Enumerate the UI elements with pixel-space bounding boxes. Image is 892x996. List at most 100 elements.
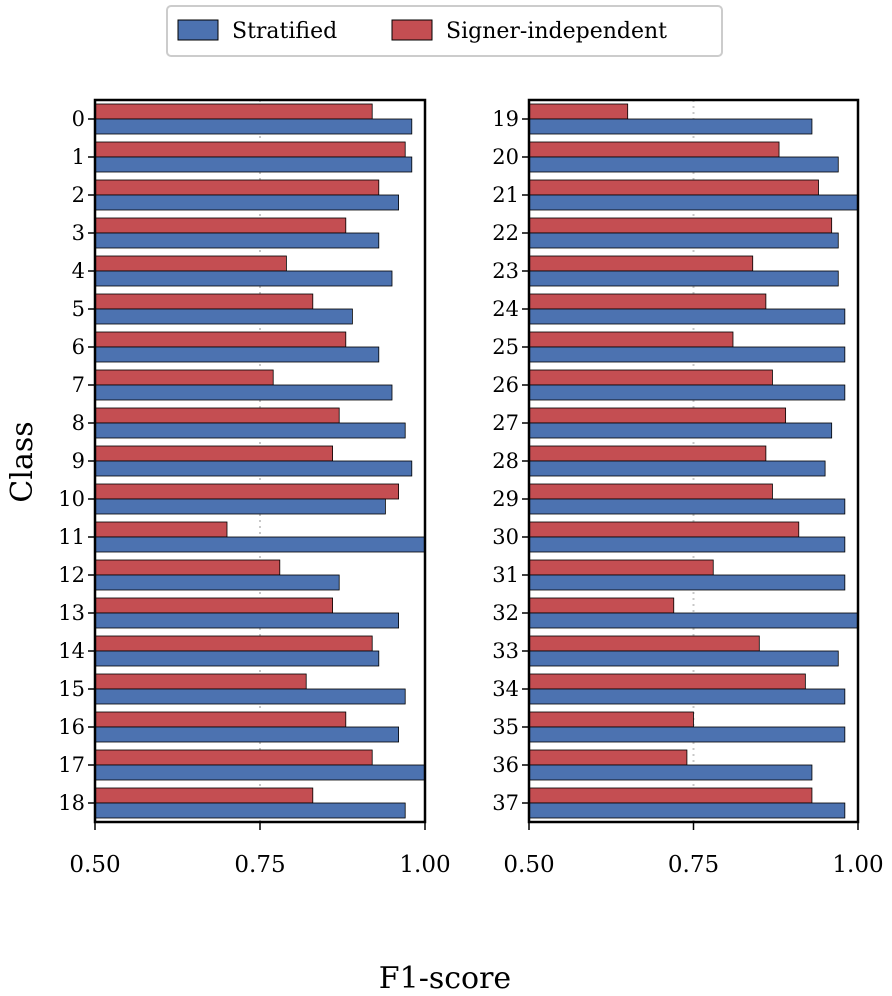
bar-signer-independent xyxy=(94,141,406,158)
legend-label-signer-independent: Signer-independent xyxy=(446,19,667,44)
bar-signer-independent xyxy=(528,559,714,576)
bar-signer-independent xyxy=(528,483,773,500)
y-tick-label: 9 xyxy=(72,449,85,473)
y-tick-label: 22 xyxy=(492,221,519,245)
bar-stratified xyxy=(528,802,846,819)
y-tick-label: 26 xyxy=(492,373,519,397)
x-tick-label: 1.00 xyxy=(832,852,883,878)
bar-signer-independent xyxy=(528,787,813,804)
y-tick-label: 7 xyxy=(72,373,85,397)
bar-signer-independent xyxy=(94,673,307,690)
bar-signer-independent xyxy=(528,407,787,424)
bar-stratified xyxy=(528,384,846,401)
bar-stratified xyxy=(528,498,846,515)
y-tick-label: 11 xyxy=(58,525,85,549)
legend: Stratified Signer-independent xyxy=(166,5,723,57)
bar-signer-independent xyxy=(94,179,380,196)
bar-signer-independent xyxy=(528,597,675,614)
bar-signer-independent xyxy=(528,521,800,538)
bar-stratified xyxy=(528,194,859,211)
bar-stratified xyxy=(94,574,340,591)
bar-stratified xyxy=(94,498,386,515)
bar-signer-independent xyxy=(94,331,347,348)
bar-stratified xyxy=(94,156,413,173)
y-tick-label: 20 xyxy=(492,145,519,169)
y-tick-label: 28 xyxy=(492,449,519,473)
bar-stratified xyxy=(94,194,400,211)
y-tick-label: 14 xyxy=(58,639,85,663)
bar-signer-independent xyxy=(94,521,228,538)
x-tick-label: 0.75 xyxy=(234,852,285,878)
y-tick-label: 15 xyxy=(58,677,85,701)
y-tick-label: 17 xyxy=(58,753,85,777)
bar-stratified xyxy=(94,270,393,287)
bar-stratified xyxy=(528,574,846,591)
x-axis-title: F1-score xyxy=(379,961,511,996)
panel-2: 19 20 21 22 23 24 25 26 27 28 29 30 31 32 33 34 35 36 37 0.… xyxy=(492,98,884,878)
bar-stratified xyxy=(94,232,380,249)
bar-signer-independent xyxy=(528,141,780,158)
y-tick-label: 36 xyxy=(492,753,519,777)
y-tick-label: 25 xyxy=(492,335,519,359)
legend-label-stratified: Stratified xyxy=(232,19,337,44)
bar-signer-independent xyxy=(528,369,773,386)
y-tick-label: 34 xyxy=(492,677,519,701)
bar-stratified xyxy=(94,536,426,553)
y-tick-label: 0 xyxy=(72,107,85,131)
legend-swatch-stratified xyxy=(177,19,219,41)
legend-swatch-signer-independent xyxy=(391,19,433,41)
bar-signer-independent xyxy=(528,749,688,766)
bar-signer-independent xyxy=(94,483,400,500)
bar-stratified xyxy=(528,308,846,325)
y-tick-label: 1 xyxy=(72,145,85,169)
bar-stratified xyxy=(528,536,846,553)
y-axis-title: Class xyxy=(5,421,40,502)
y-tick-label: 2 xyxy=(72,183,85,207)
bar-signer-independent xyxy=(528,445,767,462)
bar-stratified xyxy=(528,726,846,743)
bar-signer-independent xyxy=(528,103,629,120)
y-tick-label: 10 xyxy=(58,487,85,511)
y-tick-label: 29 xyxy=(492,487,519,511)
y-tick-label: 24 xyxy=(492,297,519,321)
bar-signer-independent xyxy=(94,787,314,804)
y-tick-label: 23 xyxy=(492,259,519,283)
bar-stratified xyxy=(94,384,393,401)
bar-signer-independent xyxy=(94,407,340,424)
y-tick-label: 3 xyxy=(72,221,85,245)
bar-stratified xyxy=(94,688,406,705)
bar-signer-independent xyxy=(528,255,754,272)
bar-stratified xyxy=(94,460,413,477)
y-tick-label: 18 xyxy=(58,791,85,815)
y-tick-label: 32 xyxy=(492,601,519,625)
y-tick-label: 13 xyxy=(58,601,85,625)
bar-signer-independent xyxy=(94,711,347,728)
y-tick-label: 37 xyxy=(492,791,519,815)
x-tick-label: 0.50 xyxy=(69,852,120,878)
bar-signer-independent xyxy=(94,369,274,386)
bar-signer-independent xyxy=(528,673,806,690)
bar-stratified xyxy=(528,232,839,249)
bar-signer-independent xyxy=(94,293,314,310)
bar-stratified xyxy=(94,612,400,629)
bar-stratified xyxy=(528,460,826,477)
bar-stratified xyxy=(528,422,833,439)
bar-stratified xyxy=(528,688,846,705)
bar-signer-independent xyxy=(528,217,833,234)
bar-signer-independent xyxy=(94,749,373,766)
y-tick-label: 12 xyxy=(58,563,85,587)
bar-stratified xyxy=(94,308,353,325)
bar-signer-independent xyxy=(94,103,373,120)
bar-stratified xyxy=(94,118,413,135)
bar-stratified xyxy=(528,650,839,667)
y-tick-label: 27 xyxy=(492,411,519,435)
y-tick-label: 31 xyxy=(492,563,519,587)
bar-stratified xyxy=(528,346,846,363)
bar-signer-independent xyxy=(528,293,767,310)
bar-signer-independent xyxy=(94,635,373,652)
bar-stratified xyxy=(94,764,426,781)
y-tick-label: 19 xyxy=(492,107,519,131)
